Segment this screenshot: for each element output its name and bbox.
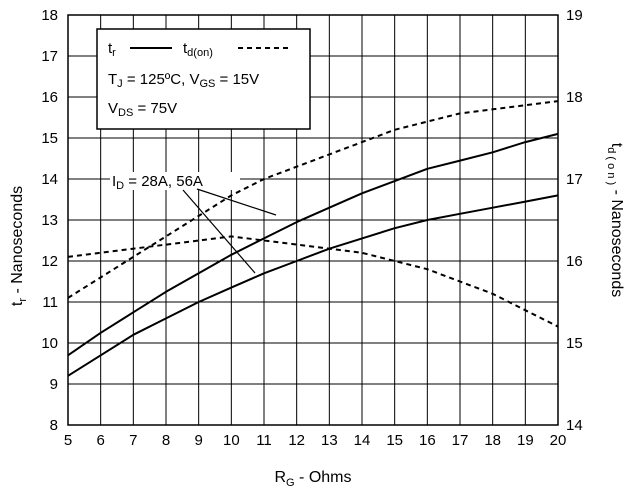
legend-tr-main: t [108, 40, 113, 57]
y-right-title-main: t [608, 143, 625, 148]
tick-labels: 5 6 7 8 9 10 11 12 13 14 15 16 17 18 19 20 8 9 10 11 12 13 14 1… [41, 7, 582, 449]
td-on-series-line-3 [67, 100, 559, 299]
x-tick-label: 20 [550, 432, 567, 449]
y-right-tick-label: 16 [566, 253, 583, 270]
y-left-tick-label: 8 [50, 417, 58, 434]
x-axis-title-rest: - Ohms [295, 469, 352, 486]
legend-tr-label: tr [108, 40, 116, 59]
x-axis-title-main: R [274, 469, 286, 486]
y-right-tick-label: 18 [566, 89, 583, 106]
tr-series-line-1 [67, 132, 559, 357]
annotation-leader-2 [196, 188, 277, 216]
y-right-tick-label: 19 [566, 7, 583, 24]
y-left-tick-label: 14 [41, 171, 58, 188]
x-tick-label: 15 [386, 432, 403, 449]
y-left-tick-label: 12 [41, 253, 58, 270]
legend-cond1-c: = 15V [215, 71, 259, 88]
annotation-bg [110, 172, 240, 190]
y-right-title-rest: - Nanoseconds [608, 185, 625, 297]
x-tick-label: 8 [162, 432, 170, 449]
y-left-tick-label: 17 [41, 48, 58, 65]
x-axis-title-sub: G [286, 477, 295, 489]
annotation-a-sub: D [116, 180, 124, 192]
y-left-title-sub: r [17, 298, 29, 302]
y-left-title-main: t [9, 301, 26, 306]
y-left-tick-label: 16 [41, 89, 58, 106]
x-tick-label: 14 [354, 432, 371, 449]
x-tick-label: 18 [484, 432, 501, 449]
y-left-tick-label: 15 [41, 130, 58, 147]
x-tick-label: 7 [129, 432, 137, 449]
y-right-tick-label: 17 [566, 171, 583, 188]
legend-box [96, 28, 311, 130]
x-tick-label: 16 [419, 432, 436, 449]
y-left-tick-label: 9 [50, 376, 58, 393]
annotation-a: I [112, 173, 116, 190]
legend-cond1-b: = 125ºC, V [123, 71, 200, 88]
x-tick-label: 17 [452, 432, 469, 449]
x-tick-label: 10 [223, 432, 240, 449]
y-left-axis-title: tr - Nanoseconds [9, 186, 29, 306]
legend-cond1-a-sub: J [117, 78, 123, 90]
legend-cond1-a: T [108, 71, 117, 88]
td-on-series-line-4 [67, 235, 559, 328]
legend-tr-sub: r [112, 47, 116, 59]
y-left-tick-label: 13 [41, 212, 58, 229]
y-right-title-sub: d ( o n ) [605, 147, 617, 185]
x-tick-label: 6 [96, 432, 104, 449]
y-left-title-rest: - Nanoseconds [9, 186, 26, 298]
x-tick-label: 9 [194, 432, 202, 449]
y-right-tick-label: 15 [566, 335, 583, 352]
legend-cond-2: VDS = 75V [108, 100, 177, 119]
y-right-tick-label: 14 [566, 417, 583, 434]
plot-frame [67, 14, 559, 426]
x-axis-title: RG - Ohms [274, 469, 351, 489]
legend-td-sub: d(on) [187, 47, 213, 59]
series-group [67, 100, 559, 377]
y-left-tick-label: 18 [41, 7, 58, 24]
y-right-axis-title: td ( o n ) - Nanoseconds [605, 143, 625, 297]
legend-td-main: t [183, 40, 188, 57]
tr-series-line-2 [67, 194, 559, 377]
legend-cond2-b: = 75V [133, 100, 177, 117]
legend-cond1-b-sub: GS [199, 78, 215, 90]
x-tick-label: 5 [64, 432, 72, 449]
legend-cond-1: TJ = 125ºC, VGS = 15V [108, 71, 259, 90]
x-tick-label: 19 [517, 432, 534, 449]
legend-cond2-a-sub: DS [118, 107, 133, 119]
legend-cond2-a: V [108, 100, 118, 117]
annotation-b: = 28A, 56A [124, 173, 203, 190]
y-left-tick-label: 11 [42, 294, 58, 311]
annotation: ID = 28A, 56A [110, 172, 277, 274]
annotation-label: ID = 28A, 56A [112, 173, 203, 192]
legend-td-label: td(on) [183, 40, 213, 59]
legend: tr td(on) TJ = 125ºC, VGS = 15V VDS = 75… [96, 28, 311, 130]
x-tick-label: 12 [288, 432, 305, 449]
annotation-leader-1 [182, 189, 256, 274]
x-tick-label: 13 [321, 432, 338, 449]
y-left-tick-label: 10 [41, 335, 58, 352]
x-tick-label: 11 [256, 432, 272, 449]
